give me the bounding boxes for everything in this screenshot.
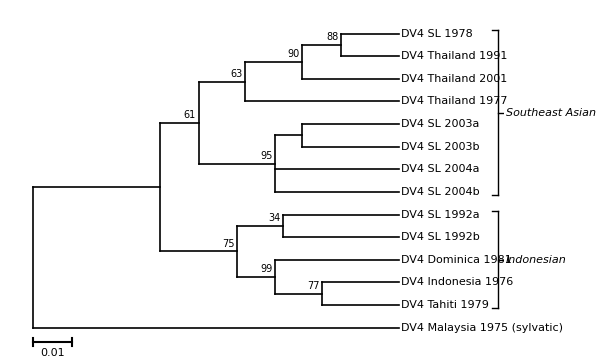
Text: DV4 Thailand 2001: DV4 Thailand 2001 <box>401 74 508 84</box>
Text: 88: 88 <box>326 32 338 42</box>
Text: DV4 SL 2003a: DV4 SL 2003a <box>401 119 479 129</box>
Text: 61: 61 <box>184 110 196 120</box>
Text: DV4 SL 1992b: DV4 SL 1992b <box>401 232 480 242</box>
Text: 0.01: 0.01 <box>40 348 65 358</box>
Text: DV4 SL 1992a: DV4 SL 1992a <box>401 210 479 219</box>
Text: 63: 63 <box>230 69 242 79</box>
Text: DV4 SL 1978: DV4 SL 1978 <box>401 29 473 39</box>
Text: DV4 Dominica 1981: DV4 Dominica 1981 <box>401 255 512 265</box>
Text: 95: 95 <box>261 151 273 161</box>
Text: Southeast Asian: Southeast Asian <box>506 108 596 118</box>
Text: DV4 SL 2003b: DV4 SL 2003b <box>401 142 479 152</box>
Text: 99: 99 <box>261 264 273 274</box>
Text: 75: 75 <box>222 239 235 249</box>
Text: 34: 34 <box>269 213 281 223</box>
Text: DV4 SL 2004b: DV4 SL 2004b <box>401 187 479 197</box>
Text: DV4 Thailand 1977: DV4 Thailand 1977 <box>401 96 508 106</box>
Text: DV4 Malaysia 1975 (sylvatic): DV4 Malaysia 1975 (sylvatic) <box>401 323 563 333</box>
Text: DV4 SL 2004a: DV4 SL 2004a <box>401 164 479 174</box>
Text: 90: 90 <box>288 49 300 59</box>
Text: DV4 Tahiti 1979: DV4 Tahiti 1979 <box>401 300 489 310</box>
Text: 77: 77 <box>307 281 319 291</box>
Text: Indonesian: Indonesian <box>506 255 566 265</box>
Text: DV4 Thailand 1991: DV4 Thailand 1991 <box>401 51 508 61</box>
Text: DV4 Indonesia 1976: DV4 Indonesia 1976 <box>401 277 514 288</box>
